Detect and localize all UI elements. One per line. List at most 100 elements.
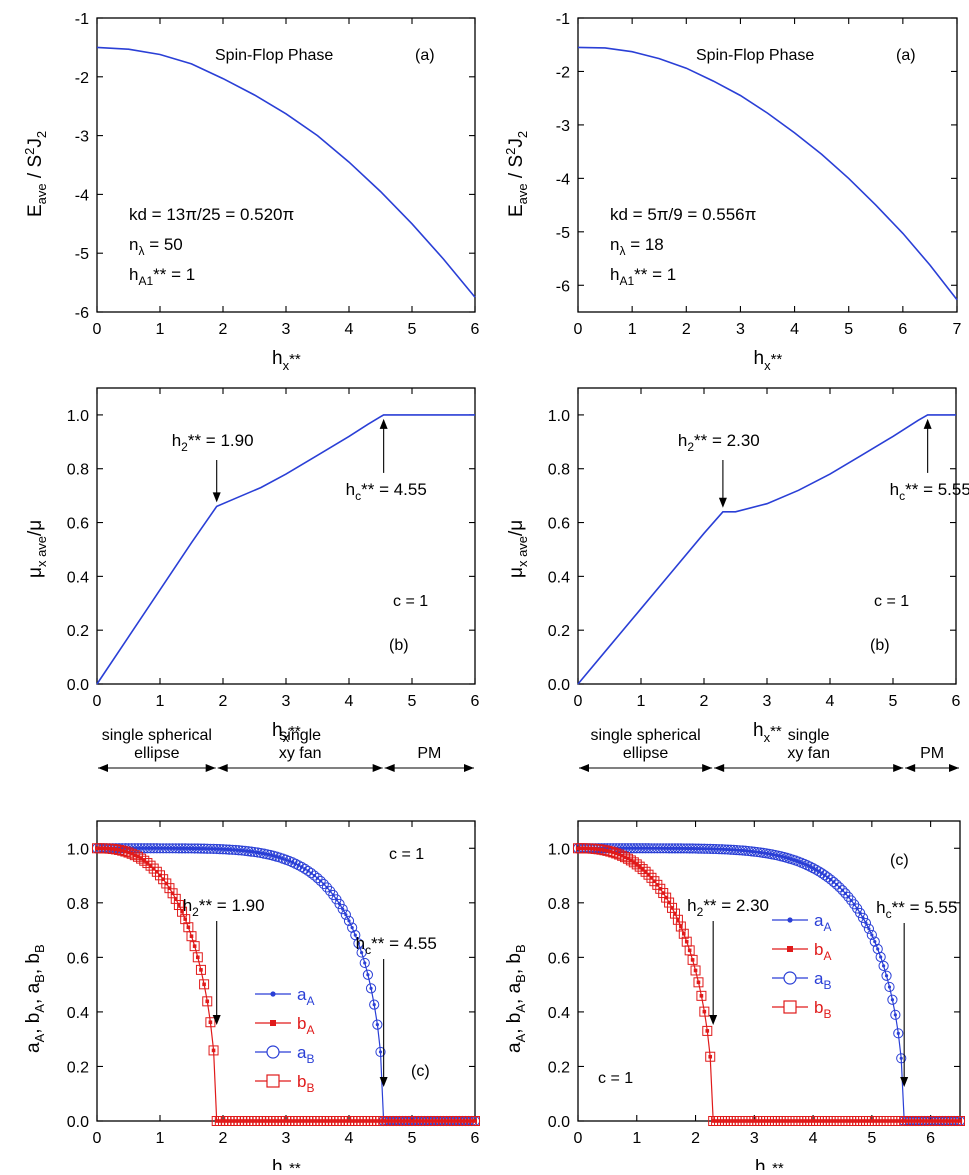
bA-point <box>359 1119 364 1123</box>
aA-point <box>635 846 639 850</box>
bA-point <box>770 1119 774 1123</box>
h2-arrowhead <box>709 1015 718 1025</box>
y-tick-label: -4 <box>75 187 89 204</box>
aA-point <box>688 846 692 851</box>
aA-point <box>193 846 197 851</box>
y-axis-label-group: μx ave/μ <box>506 520 530 578</box>
y-tick-label: -1 <box>75 11 89 28</box>
bA-point <box>107 846 112 851</box>
aA-point <box>230 848 235 852</box>
aB-point <box>293 860 304 871</box>
y-axis-label: μx ave/μ <box>506 520 530 578</box>
bA-point <box>696 980 701 985</box>
legend-marker <box>270 991 276 997</box>
x-tick-label: 5 <box>844 321 853 338</box>
x-tick-label: 1 <box>156 693 165 710</box>
bA-point <box>767 1119 771 1123</box>
bA-point <box>142 858 147 863</box>
bA-point <box>749 1119 754 1123</box>
aA-point <box>356 941 361 945</box>
y-tick-label: 0.2 <box>67 623 89 640</box>
aA-point <box>773 853 777 857</box>
phase-label-xyfan: xy fan <box>279 745 322 762</box>
bA-point <box>340 1119 345 1123</box>
aA-point <box>155 846 159 850</box>
panel-label: (b) <box>870 637 890 654</box>
x-axis-label: hx** <box>754 348 783 373</box>
phase-arrowhead-left <box>384 764 395 772</box>
bA-point <box>623 855 627 859</box>
aA-point <box>714 847 718 851</box>
y-tick-label: 0.4 <box>548 1005 570 1022</box>
bB-point <box>643 869 654 880</box>
h2-arrowhead <box>718 497 727 508</box>
aB-point <box>347 922 358 933</box>
bA-point <box>834 1119 839 1123</box>
bA-point <box>702 1009 707 1014</box>
bA-point <box>299 1119 304 1123</box>
bA-point <box>413 1119 417 1123</box>
bA-point <box>602 848 607 853</box>
hc-arrowhead <box>900 1077 909 1087</box>
bA-point <box>764 1119 768 1123</box>
bA-point <box>699 994 704 998</box>
bA-point <box>634 862 639 867</box>
aB-point <box>318 878 329 890</box>
x-tick-label: 6 <box>926 1130 935 1147</box>
bA-point <box>905 1119 909 1123</box>
bA-point <box>429 1119 433 1123</box>
bA-point <box>875 1119 880 1123</box>
bA-point <box>192 944 197 948</box>
aB-point <box>875 951 886 963</box>
aB-point <box>860 918 872 929</box>
bB-point <box>664 897 675 908</box>
bB-point <box>202 996 213 1007</box>
y-axis-label: aA, bA, aB, bB <box>23 944 47 1053</box>
bA-point <box>114 847 118 852</box>
aA-point <box>893 1013 897 1017</box>
bB-point <box>693 977 704 988</box>
bA-point <box>796 1119 801 1123</box>
aA-point <box>142 846 146 850</box>
bA-point <box>309 1119 313 1123</box>
bA-point <box>290 1119 295 1123</box>
bA-point <box>356 1119 361 1123</box>
bA-point <box>758 1119 762 1123</box>
phase-label-spherical: single spherical <box>102 727 212 744</box>
aA-point <box>180 846 184 850</box>
aB-point <box>343 915 355 926</box>
bA-point <box>740 1119 745 1123</box>
y-axis-label-group: aA, bA, aB, bB <box>504 944 528 1053</box>
bB-point <box>145 860 156 871</box>
aA-point <box>693 846 698 851</box>
bA-point <box>388 1119 392 1123</box>
bA-point <box>101 846 106 851</box>
bA-point <box>466 1119 471 1123</box>
bA-point <box>240 1119 244 1123</box>
bA-point <box>366 1119 370 1123</box>
y-tick-label: 1.0 <box>67 408 89 425</box>
aA-point <box>717 847 721 851</box>
aA-point <box>711 847 715 851</box>
bA-point <box>403 1119 408 1123</box>
bA-point <box>887 1119 892 1123</box>
bA-point <box>378 1119 383 1123</box>
bA-point <box>221 1119 225 1123</box>
bA-point <box>372 1119 376 1123</box>
phase-label-pm: PM <box>920 745 944 762</box>
c-label: c = 1 <box>874 593 909 610</box>
bA-point <box>422 1119 427 1123</box>
bA-point <box>236 1119 241 1123</box>
bA-point <box>684 939 689 944</box>
bA-point <box>407 1119 411 1123</box>
bB-point <box>195 964 206 975</box>
bA-point <box>743 1119 748 1123</box>
bA-point <box>394 1119 399 1123</box>
bA-point <box>952 1119 956 1123</box>
bA-point <box>787 1119 792 1123</box>
bA-point <box>470 1119 474 1123</box>
y-tick-label: 0.4 <box>67 569 89 586</box>
bA-point <box>723 1119 727 1123</box>
series-line <box>577 414 956 685</box>
bB-point <box>652 879 663 890</box>
